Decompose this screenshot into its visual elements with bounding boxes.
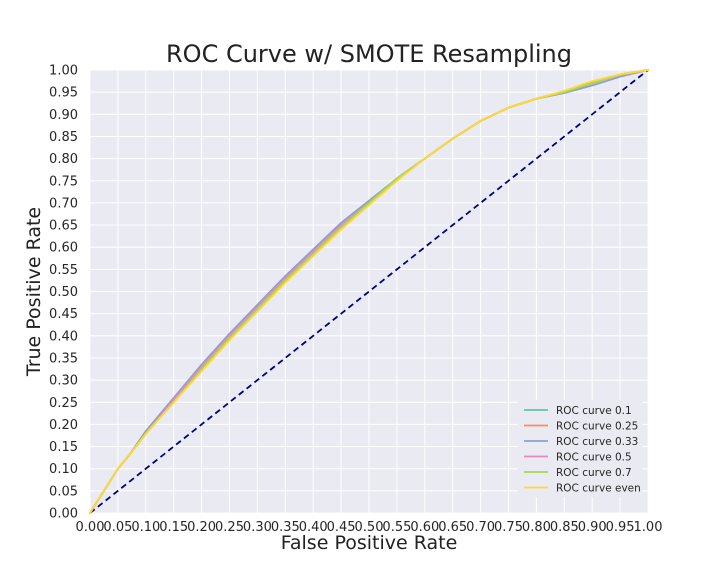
- x-tick-label: 0.35: [271, 520, 300, 535]
- x-tick-label: 0.55: [382, 520, 411, 535]
- x-tick-labels: 0.000.050.100.150.200.250.300.350.400.45…: [76, 520, 663, 535]
- y-tick-label: 0.10: [49, 462, 78, 477]
- y-axis-label: True Positive Rate: [23, 207, 45, 377]
- x-tick-label: 0.00: [76, 520, 105, 535]
- legend-label: ROC curve 0.1: [556, 405, 632, 417]
- y-tick-label: 0.95: [49, 86, 78, 101]
- x-tick-label: 0.25: [215, 520, 244, 535]
- y-tick-label: 0.20: [49, 418, 78, 433]
- x-tick-label: 0.30: [243, 520, 272, 535]
- y-tick-label: 0.75: [49, 174, 78, 189]
- y-tick-label: 0.65: [49, 219, 78, 234]
- legend-box: [518, 400, 642, 497]
- y-tick-label: 0.45: [49, 307, 78, 322]
- y-tick-label: 0.55: [49, 263, 78, 278]
- series-line-5: [89, 69, 649, 514]
- y-tick-label: 0.30: [49, 374, 78, 389]
- x-tick-label: 0.10: [131, 520, 160, 535]
- chart-title: ROC Curve w/ SMOTE Resampling: [166, 40, 572, 68]
- legend-label: ROC curve 0.25: [556, 420, 638, 432]
- legend: ROC curve 0.1 ROC curve 0.25 ROC curve 0.3…: [518, 400, 642, 497]
- roc-series: [89, 69, 649, 514]
- y-tick-labels: 0.00 0.05 0.10 0.15 0.20 0.25 0.30 0.35 0.40 0.45…: [49, 64, 78, 522]
- y-tick-label: 0.60: [49, 241, 78, 256]
- x-tick-label: 0.60: [410, 520, 439, 535]
- x-tick-label: 0.80: [522, 520, 551, 535]
- y-tick-label: 0.90: [49, 108, 78, 123]
- y-tick-label: 0.25: [49, 396, 78, 411]
- legend-label: ROC curve 0.7: [556, 467, 632, 479]
- y-tick-label: 0.50: [49, 285, 78, 300]
- reference-diagonal-line: [89, 69, 649, 514]
- x-tick-label: 0.95: [606, 520, 635, 535]
- legend-label: ROC curve 0.5: [556, 451, 632, 463]
- x-tick-label: 0.70: [466, 520, 495, 535]
- y-tick-label: 0.40: [49, 329, 78, 344]
- x-tick-label: 0.90: [578, 520, 607, 535]
- y-tick-label: 1.00: [49, 64, 78, 79]
- y-tick-label: 0.05: [49, 484, 78, 499]
- x-tick-label: 0.05: [103, 520, 132, 535]
- legend-label: ROC curve even: [556, 482, 641, 494]
- x-tick-label: 1.00: [634, 520, 663, 535]
- x-tick-label: 0.40: [299, 520, 328, 535]
- x-tick-label: 0.65: [438, 520, 467, 535]
- y-tick-label: 0.35: [49, 351, 78, 366]
- x-axis-label: False Positive Rate: [281, 532, 458, 554]
- legend-label: ROC curve 0.33: [556, 436, 638, 448]
- x-tick-label: 0.85: [550, 520, 579, 535]
- x-tick-label: 0.75: [494, 520, 523, 535]
- y-tick-label: 0.15: [49, 440, 78, 455]
- y-tick-label: 0.80: [49, 152, 78, 167]
- x-tick-label: 0.50: [355, 520, 384, 535]
- y-tick-label: 0.70: [49, 196, 78, 211]
- x-tick-label: 0.45: [327, 520, 356, 535]
- y-tick-label: 0.00: [49, 507, 78, 522]
- y-tick-label: 0.85: [49, 130, 78, 145]
- x-tick-label: 0.15: [159, 520, 188, 535]
- x-tick-label: 0.20: [187, 520, 216, 535]
